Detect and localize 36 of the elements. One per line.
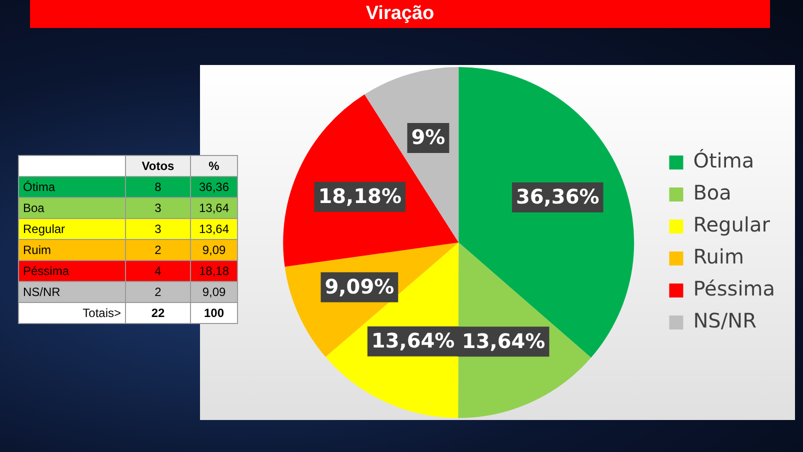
data-label: 9,09 [190,240,238,260]
data-label: 36,36% [516,184,600,209]
text: 22 [151,306,165,320]
category-label: NS/NR [18,282,126,302]
chart-title: Viração [30,0,770,28]
data-label: 4 [126,260,190,282]
data-label: 2 [126,240,190,260]
series-label: % [190,156,238,176]
data-label: 13,64% [462,328,546,353]
data-label: 13,64% [371,328,455,353]
legend-label: Péssima [693,276,776,301]
data-label: 9,09% [324,274,394,298]
data-label: 3 [126,218,190,240]
text: Totais> [18,302,126,324]
data-label: 18,18% [318,184,402,208]
category-label: Ótima [18,176,126,198]
data-label: 9,09 [190,282,238,302]
data-label: 13,64 [190,198,238,218]
data-label: 2 [126,282,190,302]
data-label: 18,18 [190,260,238,282]
category-label: Boa [18,198,126,218]
category-label: Péssima [18,260,126,282]
legend-label: Ruim [693,244,744,269]
text: 100 [204,306,224,320]
legend-label: Ótima [693,148,754,173]
data-label: 3 [126,198,190,218]
category-label: Regular [18,218,126,240]
legend-label: Boa [693,180,732,205]
data-label: 36,36 [190,176,238,198]
data-label: 13,64 [190,218,238,240]
legend-label: Votos [126,156,190,176]
data-label: 9% [411,125,446,150]
legend-label: Regular [693,212,771,237]
data-label: 8 [126,176,190,198]
category-label: Ruim [18,240,126,260]
legend-label: NS/NR [693,308,757,333]
